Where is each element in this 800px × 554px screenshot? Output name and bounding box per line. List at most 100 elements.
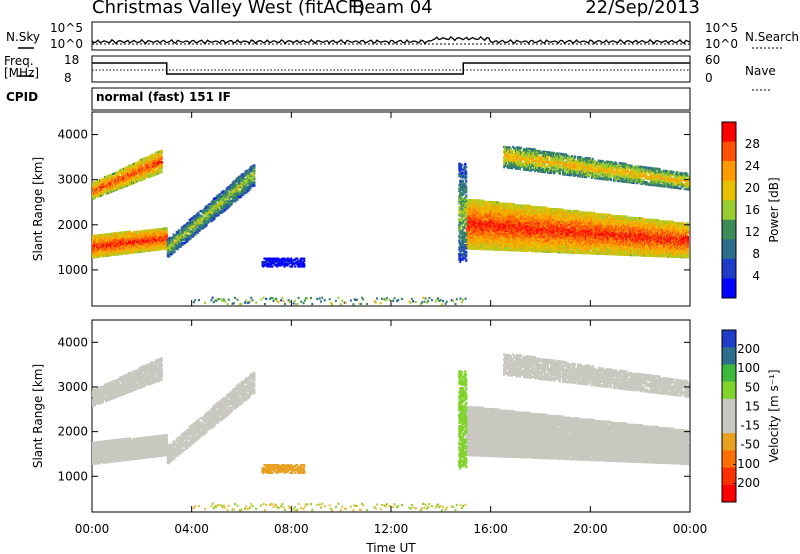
power-cell xyxy=(151,239,154,242)
power-cell xyxy=(466,239,469,242)
power-cell xyxy=(101,241,103,244)
power-cell xyxy=(126,233,129,236)
nsky-panel xyxy=(91,21,691,51)
date-label: 22/Sep/2013 xyxy=(585,0,700,18)
power-cell xyxy=(234,200,237,203)
power-cell xyxy=(191,223,194,226)
power-cell xyxy=(232,196,235,199)
power-cell xyxy=(126,246,129,249)
power-cell xyxy=(146,156,149,159)
power-cell xyxy=(133,180,136,183)
power-cell xyxy=(220,194,223,198)
power-cell xyxy=(252,174,255,177)
power-cell xyxy=(200,214,203,217)
power-cell xyxy=(472,233,475,236)
power-cell xyxy=(253,166,256,169)
power-cell xyxy=(143,249,146,252)
power-cell xyxy=(161,248,164,251)
power-cell xyxy=(204,220,207,223)
power-cell xyxy=(183,231,186,234)
power-cell xyxy=(130,232,133,235)
nsearch-tick-high: 10^5 xyxy=(705,21,738,35)
power-cell xyxy=(223,199,226,202)
power-cell xyxy=(124,240,127,243)
power-cell xyxy=(193,216,196,219)
power-cell xyxy=(206,209,209,212)
power-cell xyxy=(253,171,256,174)
power-cell xyxy=(193,214,196,218)
power-cell xyxy=(183,224,186,227)
power-cell xyxy=(189,237,192,240)
power-cell xyxy=(172,233,175,236)
power-cell xyxy=(244,185,247,188)
power-cell xyxy=(217,214,220,217)
power-cell xyxy=(209,202,212,206)
power-cell xyxy=(125,184,128,187)
power-cell xyxy=(209,217,212,220)
power-cell xyxy=(100,190,102,193)
power-cell xyxy=(153,168,156,171)
power-cell xyxy=(467,231,470,234)
power-cell xyxy=(160,171,163,174)
power-cell xyxy=(160,167,163,170)
freq-panel xyxy=(91,55,691,83)
power-cell xyxy=(110,254,113,257)
power-cell xyxy=(198,230,201,233)
power-cell xyxy=(133,164,136,167)
power-cell xyxy=(93,241,95,244)
power-cell xyxy=(194,232,197,235)
cpid-label: CPID xyxy=(6,90,38,104)
power-cell xyxy=(122,252,125,255)
power-cell xyxy=(238,192,241,195)
power-cell xyxy=(126,248,129,251)
power-cell xyxy=(120,173,123,176)
power-cell xyxy=(126,238,129,241)
power-cell xyxy=(186,239,189,243)
nave-tick-high: 60 xyxy=(705,53,720,67)
power-cell xyxy=(226,191,229,194)
power-cell xyxy=(122,174,125,177)
power-cell xyxy=(228,197,231,200)
power-cell xyxy=(242,193,245,196)
power-cell xyxy=(106,177,108,180)
power-cell xyxy=(253,169,256,173)
power-cell xyxy=(194,226,197,229)
power-cell xyxy=(217,207,220,210)
power-cell xyxy=(211,200,214,203)
power-cell xyxy=(198,214,201,217)
power-cell xyxy=(247,177,250,180)
power-cell xyxy=(249,173,252,176)
nsky-tick-low: 10^0 xyxy=(50,37,83,51)
nsearch-label: N.Search xyxy=(745,30,799,44)
power-cell xyxy=(126,243,129,246)
power-cell xyxy=(143,177,146,180)
power-cell xyxy=(251,182,254,186)
freq-trace xyxy=(92,62,690,75)
power-cell xyxy=(217,198,220,201)
power-cell xyxy=(183,242,186,245)
power-cell xyxy=(109,180,112,183)
power-cell xyxy=(165,235,168,238)
power-cell xyxy=(253,183,256,186)
power-cell xyxy=(207,220,210,223)
power-cell xyxy=(473,225,476,228)
power-cell xyxy=(160,164,163,167)
power-cell xyxy=(238,193,241,196)
power-cell xyxy=(165,230,168,233)
power-cell xyxy=(158,160,161,163)
power-cell xyxy=(233,187,236,190)
power-cell xyxy=(201,223,204,226)
power-cell xyxy=(226,204,229,207)
power-cell xyxy=(467,226,470,229)
power-cell xyxy=(160,162,163,165)
power-cell xyxy=(195,215,198,218)
power-cell xyxy=(238,175,241,178)
power-cell xyxy=(470,217,473,220)
power-cell xyxy=(171,241,174,244)
power-cell xyxy=(127,231,130,234)
power-cell xyxy=(217,201,220,205)
power-cell xyxy=(231,201,234,204)
power-cell xyxy=(126,174,129,177)
power-cell xyxy=(469,208,472,211)
